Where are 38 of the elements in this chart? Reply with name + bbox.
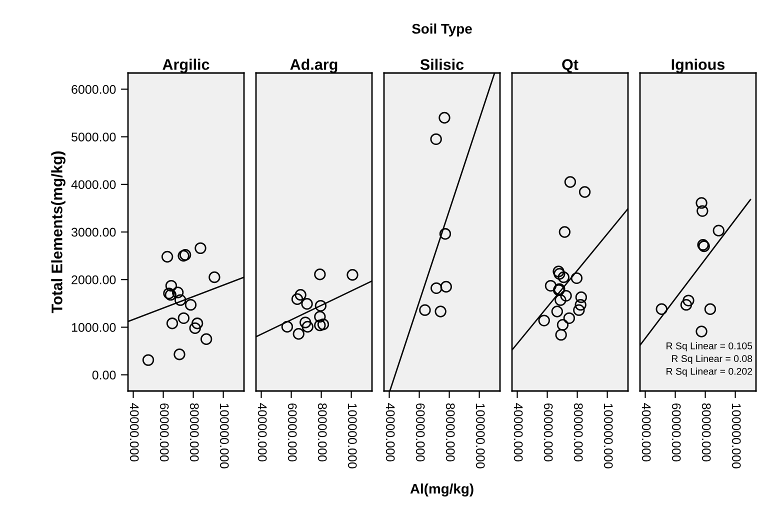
y-tick-label: 0.00 [92,370,116,380]
x-tick-label: 40000.000 [258,403,267,462]
y-tick-label: 5000.00 [72,132,116,142]
x-tick-label: 40000.000 [514,403,523,462]
x-tick-label: 100000.000 [220,404,229,468]
x-tick-label: 60000.000 [288,403,297,462]
x-tick-label: 60000.000 [160,403,169,462]
x-tick-label: 60000.000 [544,403,553,462]
chart-title: Ad.arg [290,58,338,73]
x-tick-label: 80000.000 [190,403,199,462]
chart-title: Argilic [162,58,210,73]
x-tick-label: 60000.000 [416,403,425,462]
x-tick-label: 40000.000 [130,403,139,462]
x-tick-label: 100000.000 [476,404,485,468]
x-tick-label: 100000.000 [348,404,357,468]
y-tick-label: 4000.00 [71,180,116,190]
x-tick-label: 80000.000 [702,403,711,462]
annotation: R Sq Linear = 0.08 [672,354,752,364]
x-tick-label: 80000.000 [318,403,327,462]
y-tick-label: 2000.00 [72,275,116,284]
y-axis-title: Total Elements(mg/kg) [51,151,66,314]
y-tick-label: 3000.00 [71,228,116,237]
chart-title: Silisic [420,58,464,70]
x-tick-label: 40000.000 [386,403,395,462]
chart-title: Ignious [672,58,725,73]
x-tick-label: 60000.000 [672,403,681,462]
x-tick-label: 80000.000 [574,403,583,462]
x-tick-label: 100000.000 [604,404,613,468]
x-tick-label: 100000.000 [732,404,741,468]
x-tick-label: 40000.000 [642,403,651,462]
y-tick-label: 6000.00 [72,84,116,94]
x-tick-label: 80000.000 [446,403,455,462]
chart-title: Qt [562,59,578,73]
x-axis-title: Al(mg/kg) [410,483,474,497]
annotation: R Sq Linear = 0.202 [666,368,752,377]
y-tick-label: 1000.00 [72,323,116,332]
annotation: R Sq Linear = 0.105 [666,342,752,352]
chart-subtitle: Soil Type [412,24,472,36]
